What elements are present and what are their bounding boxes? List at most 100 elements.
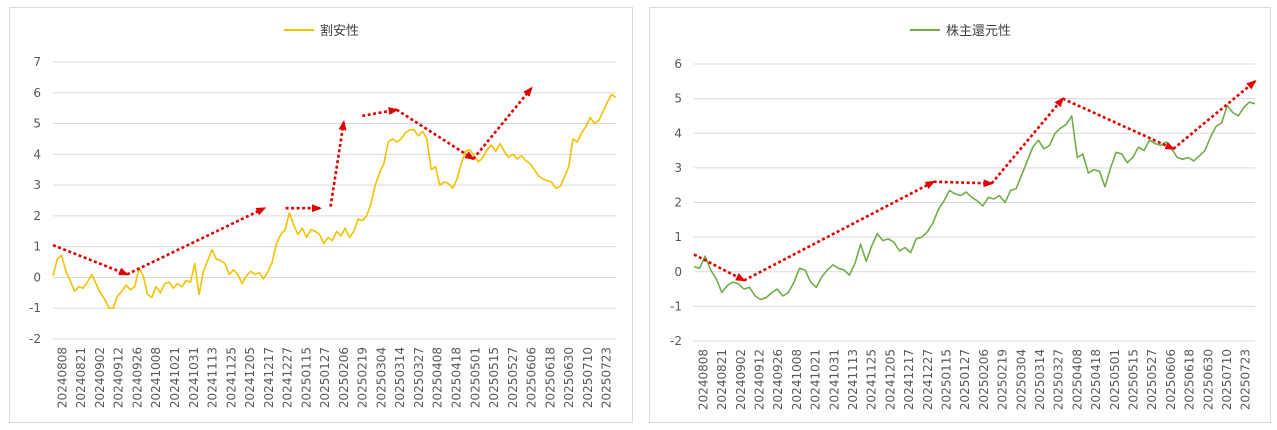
x-tick-label: 20250115 [299, 347, 313, 408]
x-tick-label: 20250630 [1201, 349, 1215, 410]
x-tick-label: 20241021 [168, 347, 182, 408]
x-tick-label: 20241205 [883, 349, 897, 410]
y-tick-label: 6 [674, 57, 682, 71]
trend-arrow [990, 97, 1065, 185]
x-tick-label: 20250304 [374, 347, 388, 408]
legend-label: 株主還元性 [946, 24, 1011, 39]
x-tick-label: 20250418 [449, 347, 463, 408]
trend-arrow [933, 179, 994, 188]
x-tick-label: 20250327 [412, 347, 426, 408]
series-line [52, 93, 617, 310]
x-tick-label: 20241217 [902, 349, 916, 410]
y-tick-label: -2 [670, 334, 682, 348]
x-tick-label: 20250418 [1089, 349, 1103, 410]
legend-label: 割安性 [320, 23, 359, 39]
y-tick-label: 5 [33, 117, 41, 131]
x-tick-label: 20241031 [827, 349, 841, 410]
x-tick-label: 20250527 [506, 347, 520, 408]
x-tick-label: 20241031 [187, 347, 201, 408]
y-tick-label: 4 [674, 126, 682, 140]
y-tick-label: 5 [674, 92, 682, 106]
trend-arrow [329, 120, 347, 207]
legend: 株主還元性 [910, 24, 1011, 39]
x-tick-label: 20250630 [562, 347, 576, 408]
x-tick-label: 20250115 [939, 349, 953, 410]
x-tick-label: 20240902 [93, 347, 107, 408]
trend-arrow [1062, 97, 1176, 151]
trend-arrow [395, 108, 475, 161]
legend: 割安性 [284, 23, 359, 39]
y-tick-label: 2 [33, 209, 41, 223]
y-tick-label: 1 [674, 230, 682, 244]
y-axis: 7 6 5 4 3 2 1 0 -1 -2 [29, 55, 41, 346]
x-tick-label: 20250314 [393, 347, 407, 408]
y-tick-label: 4 [33, 147, 41, 161]
chart-panel-valuation: 7 6 5 4 3 2 1 0 -1 -2 20240808 20240821 20240902 2024… [9, 7, 633, 423]
x-tick-label: 20241021 [809, 349, 823, 410]
trend-arrow [693, 253, 746, 282]
x-tick-label: 20250501 [1108, 349, 1122, 410]
x-tick-label: 20240926 [771, 349, 785, 410]
x-tick-label: 20240902 [734, 349, 748, 410]
x-tick-label: 20241125 [865, 349, 879, 410]
x-tick-label: 20250408 [431, 347, 445, 408]
x-tick-label: 20250127 [958, 349, 972, 410]
x-axis: 20240808 20240821 20240902 20240912 20240926… [696, 349, 1252, 410]
x-tick-label: 20250710 [1220, 349, 1234, 410]
gridlines [694, 63, 1255, 342]
x-tick-label: 20240912 [112, 347, 126, 408]
x-tick-label: 20241008 [149, 347, 163, 408]
y-tick-label: 6 [33, 86, 41, 100]
y-tick-label: -2 [29, 332, 41, 346]
x-tick-label: 20250515 [487, 347, 501, 408]
trend-arrows [693, 80, 1257, 282]
x-axis: 20240808 20240821 20240902 20240912 20240926… [55, 347, 613, 408]
x-tick-label: 20240912 [752, 349, 766, 410]
trend-arrows [52, 86, 533, 276]
x-tick-label: 20250723 [1239, 349, 1253, 410]
y-tick-label: 0 [674, 265, 682, 279]
y-tick-label: 2 [674, 196, 682, 210]
series-line [693, 101, 1256, 301]
x-tick-label: 20241227 [921, 349, 935, 410]
x-tick-label: 20250515 [1126, 349, 1140, 410]
trend-arrow [743, 180, 936, 282]
y-tick-label: 0 [33, 270, 41, 284]
x-tick-label: 20250304 [1014, 349, 1028, 410]
x-tick-label: 20250408 [1070, 349, 1084, 410]
x-tick-label: 20250327 [1052, 349, 1066, 410]
x-tick-label: 20250606 [1164, 349, 1178, 410]
trend-arrow [1172, 80, 1257, 150]
x-tick-label: 20250527 [1145, 349, 1159, 410]
gridlines [53, 61, 616, 340]
x-tick-label: 20250710 [581, 347, 595, 408]
y-tick-label: -1 [670, 299, 682, 313]
trend-arrow [362, 107, 399, 118]
x-tick-label: 20241125 [224, 347, 238, 408]
x-tick-label: 20250314 [1033, 349, 1047, 410]
x-tick-label: 20250618 [1183, 349, 1197, 410]
y-tick-label: -1 [29, 301, 41, 315]
x-tick-label: 20241205 [243, 347, 257, 408]
x-tick-label: 20250723 [600, 347, 614, 408]
y-tick-label: 1 [33, 240, 41, 254]
y-tick-label: 3 [674, 161, 682, 175]
trend-arrow [52, 243, 129, 276]
x-tick-label: 20240821 [715, 349, 729, 410]
y-tick-label: 3 [33, 178, 41, 192]
x-tick-label: 20250206 [977, 349, 991, 410]
x-tick-label: 20250127 [318, 347, 332, 408]
trend-arrow [472, 86, 533, 160]
x-tick-label: 20250618 [543, 347, 557, 408]
x-tick-label: 20241113 [846, 349, 860, 410]
y-tick-label: 7 [33, 55, 41, 69]
chart-panel-shareholder-return: 6 5 4 3 2 1 0 -1 -2 20240808 20240821 20240902 20240… [649, 7, 1271, 423]
x-tick-label: 20250606 [525, 347, 539, 408]
x-tick-label: 20241227 [281, 347, 295, 408]
x-tick-label: 20250219 [996, 349, 1010, 410]
x-tick-label: 20250501 [468, 347, 482, 408]
trend-arrow [126, 207, 267, 276]
